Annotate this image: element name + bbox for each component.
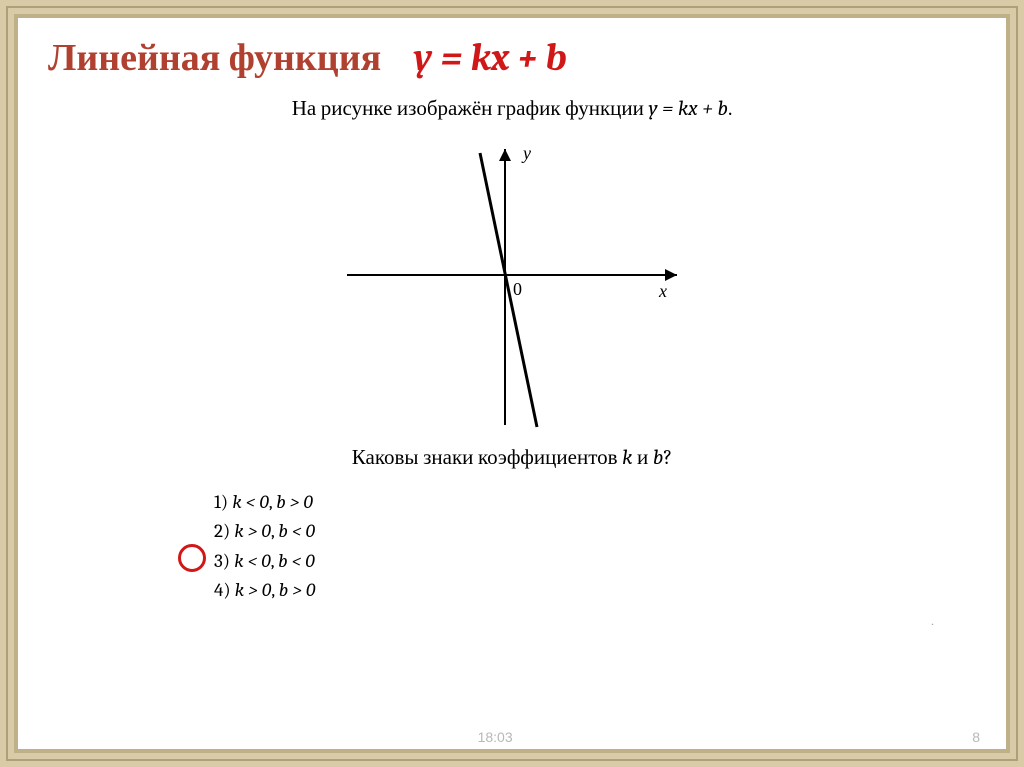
function-graph: y x 0 [327, 135, 697, 435]
subtitle: На рисунке изображён график функции y = … [18, 96, 1006, 121]
option-b: b > 0 [279, 579, 316, 601]
option-number: 1) [214, 491, 228, 513]
option-b: b < 0 [278, 550, 315, 572]
subtitle-formula: y = kx + b [649, 97, 728, 121]
option-number: 4) [214, 579, 231, 601]
option-number: 3) [214, 550, 230, 572]
title-formula: y = kx + b [414, 36, 567, 80]
y-axis-arrow [499, 149, 511, 161]
option-k: k > 0 [234, 520, 270, 542]
option-k: k < 0 [232, 491, 268, 513]
question-var-k: k [622, 446, 632, 470]
option-2: 2) k > 0, b < 0 [214, 517, 1006, 546]
question-mid: и [632, 446, 652, 470]
answer-circle-icon [178, 544, 206, 572]
slide-title: Линейная функция y = kx + b [18, 18, 1006, 90]
option-number: 2) [214, 520, 230, 542]
subtitle-suffix: . [728, 97, 732, 121]
slide-footer: 18:03 8 [18, 729, 1006, 745]
option-4: 4) k > 0, b > 0 [214, 576, 1006, 605]
x-axis-label: x [658, 281, 667, 301]
option-3: 3) k < 0, b < 0 [214, 547, 1006, 576]
question-text: Каковы знаки коэффициентов k и b? [18, 445, 1006, 470]
timestamp: 18:03 [18, 729, 972, 745]
option-k: k < 0 [234, 550, 270, 572]
question-suffix: ? [663, 446, 672, 470]
question-prefix: Каковы знаки коэффициентов [352, 446, 622, 470]
origin-label: 0 [513, 279, 522, 299]
option-1: 1) k < 0, b > 0 [214, 488, 1006, 517]
option-b: b < 0 [278, 520, 315, 542]
option-b: b > 0 [276, 491, 313, 513]
subtitle-prefix: На рисунке изображён график функции [292, 97, 649, 121]
x-axis-arrow [665, 269, 677, 281]
option-k: k > 0 [235, 579, 271, 601]
y-axis-label: y [521, 143, 531, 163]
title-text: Линейная функция [48, 36, 381, 80]
slide-frame: Линейная функция y = kx + b На рисунке и… [14, 14, 1010, 753]
answer-options: 1) k < 0, b > 0 2) k > 0, b < 0 3) k < 0… [214, 488, 1006, 606]
function-line [480, 153, 537, 427]
stray-dot: . [931, 614, 934, 629]
page-number: 8 [972, 729, 980, 745]
question-var-b: b [653, 446, 663, 470]
